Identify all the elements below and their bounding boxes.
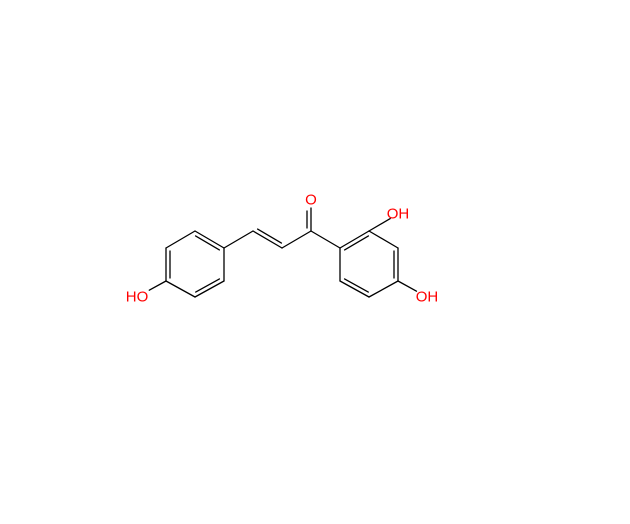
molecule-diagram: HO O OH OH xyxy=(0,0,630,524)
atom-label-OH2: OH xyxy=(387,207,410,222)
atom-label-OH3: OH xyxy=(416,290,439,305)
atom-label-O2: O xyxy=(305,193,317,208)
bond-layer xyxy=(0,0,630,524)
atom-label-HO1: HO xyxy=(126,290,149,305)
